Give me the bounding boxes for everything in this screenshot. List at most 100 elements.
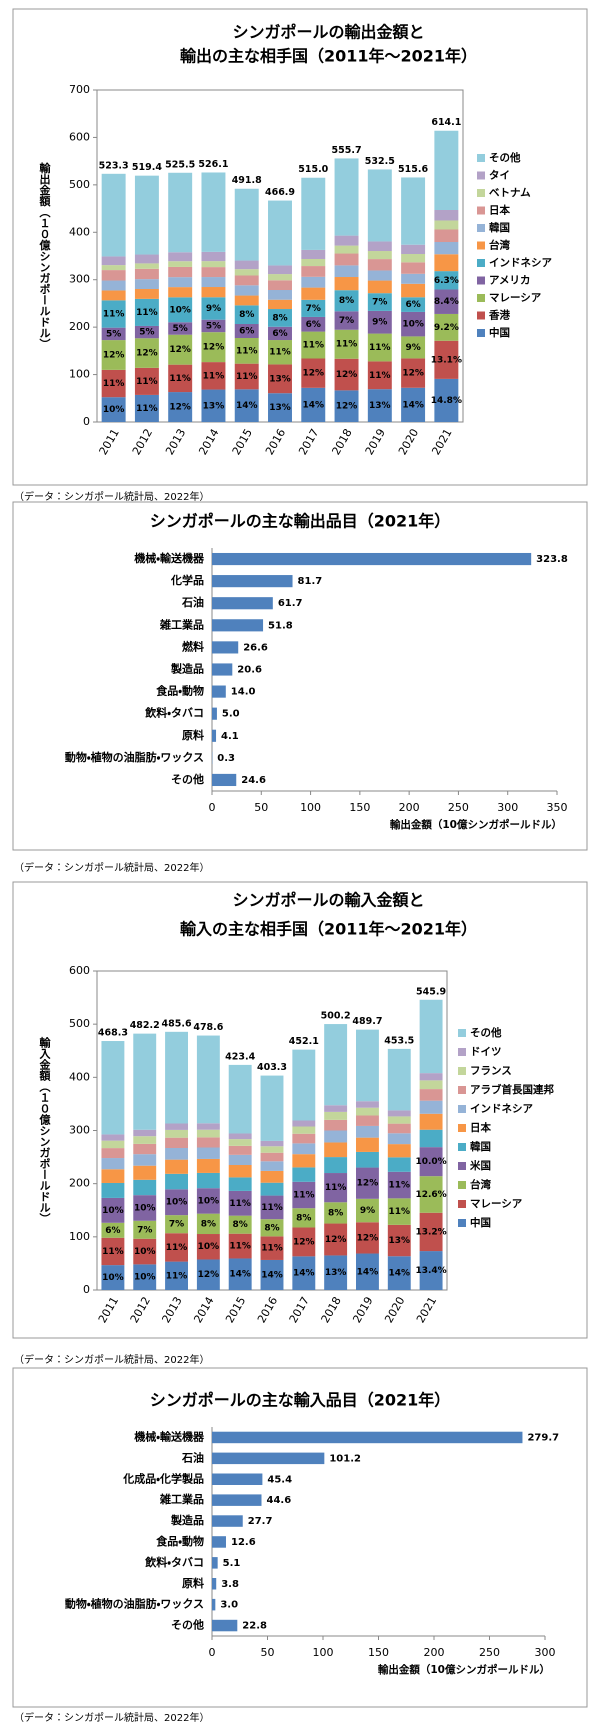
bar-segment: [134, 367, 159, 395]
share-label: 10%: [103, 405, 125, 415]
bar-segment: [301, 299, 326, 317]
bar-segment: [292, 1154, 316, 1168]
legend-label: 日本: [489, 204, 510, 217]
bar-segment: [101, 1169, 125, 1183]
bar-segment: [356, 1125, 379, 1138]
bar-segment: [367, 280, 392, 294]
legend-swatch: [458, 1086, 466, 1094]
legend-swatch: [458, 1219, 466, 1227]
bar-segment: [268, 326, 292, 341]
bar-segment: [334, 329, 359, 359]
bar-segment: [401, 177, 426, 245]
total-label: 403.3: [257, 1062, 287, 1073]
total-label: 482.2: [130, 1020, 160, 1031]
bar-segment: [324, 1142, 348, 1158]
bar-segment: [260, 1146, 284, 1153]
legend-label: マレーシア: [489, 292, 542, 304]
x-tick-label: 300: [535, 1646, 556, 1659]
bar-segment: [101, 369, 126, 398]
bar-segment: [165, 1147, 188, 1160]
bar-segment: [268, 274, 292, 281]
bar-segment: [260, 1236, 284, 1260]
bar-segment: [268, 280, 292, 291]
share-label: 11%: [261, 1244, 283, 1254]
bar-segment: [165, 1189, 188, 1216]
bar: [212, 707, 217, 720]
share-label: 11%: [203, 371, 225, 381]
share-label: 12%: [402, 369, 424, 379]
share-label: 11%: [103, 310, 125, 320]
bar-segment: [434, 130, 459, 210]
bar-segment: [168, 172, 193, 253]
chart-title: 輸出の主な相手国（2011年～2021年）: [180, 47, 477, 66]
bar-segment: [101, 290, 126, 301]
bar-segment: [268, 340, 292, 365]
bar-segment: [301, 287, 326, 300]
bar-segment: [196, 1234, 220, 1260]
bar-segment: [196, 1137, 220, 1148]
share-label: 10%: [198, 1196, 220, 1206]
total-label: 485.6: [162, 1018, 192, 1029]
bar-segment: [133, 1143, 157, 1155]
bar-segment: [134, 175, 159, 255]
bar-segment: [196, 1129, 220, 1138]
share-label: 10%: [166, 1198, 188, 1208]
bar-segment: [292, 1256, 316, 1290]
share-label: 10%: [402, 320, 424, 330]
share-label: 11%: [169, 374, 191, 384]
bar-segment: [419, 1080, 443, 1090]
bar-segment: [260, 1219, 284, 1237]
y-axis-label: 輸入金額（１０億シンガポールドル）: [38, 1036, 52, 1224]
total-label: 614.1: [431, 117, 461, 128]
share-label: 8%: [264, 1223, 279, 1233]
bar-segment: [196, 1213, 220, 1235]
share-label: 8%: [239, 310, 254, 320]
total-label: 545.9: [416, 986, 446, 997]
bar-segment: [260, 1182, 284, 1196]
share-label: 7%: [169, 1220, 184, 1230]
bar-segment: [101, 1182, 125, 1198]
total-label: 519.4: [132, 162, 162, 173]
total-label: 453.5: [384, 1035, 414, 1046]
bar-segment: [201, 287, 226, 298]
share-label: 12%: [203, 343, 225, 353]
value-label: 323.8: [536, 554, 568, 565]
bar-segment: [401, 387, 426, 422]
bar-segment: [401, 262, 426, 274]
bar-segment: [101, 1222, 125, 1238]
bar-segment: [334, 235, 359, 246]
bar-segment: [260, 1152, 284, 1162]
bar-segment: [268, 265, 292, 275]
bar-segment: [401, 244, 426, 255]
legend-label: タイ: [489, 170, 510, 182]
bar-segment: [101, 1134, 125, 1141]
share-label: 11%: [336, 340, 358, 350]
x-tick-label: 50: [261, 1646, 275, 1659]
total-label: 523.3: [99, 160, 129, 171]
value-label: 0.3: [217, 753, 235, 764]
category-label: 製造品: [170, 1513, 204, 1527]
chart-title: シンガポールの主な輸入品目（2021年）: [150, 1391, 451, 1410]
bar-segment: [292, 1120, 316, 1127]
bar-segment: [234, 285, 259, 296]
value-label: 81.7: [298, 576, 323, 587]
bar-segment: [301, 249, 326, 259]
share-label: 10%: [134, 1273, 156, 1283]
bar-segment: [201, 277, 226, 288]
bar-segment: [334, 158, 359, 236]
bar-segment: [356, 1029, 379, 1102]
share-label: 9%: [360, 1206, 375, 1216]
bar-segment: [196, 1172, 220, 1189]
bar-segment: [356, 1151, 379, 1168]
value-label: 279.7: [527, 1432, 559, 1443]
legend-swatch: [477, 206, 485, 215]
total-label: 423.4: [225, 1051, 255, 1062]
bar-segment: [387, 1157, 411, 1172]
category-label: 化学品: [170, 573, 204, 587]
bar-segment: [434, 254, 459, 272]
bar-segment: [168, 277, 193, 288]
bar: [212, 729, 217, 742]
bar: [212, 773, 237, 787]
share-label: 12%: [103, 350, 125, 360]
